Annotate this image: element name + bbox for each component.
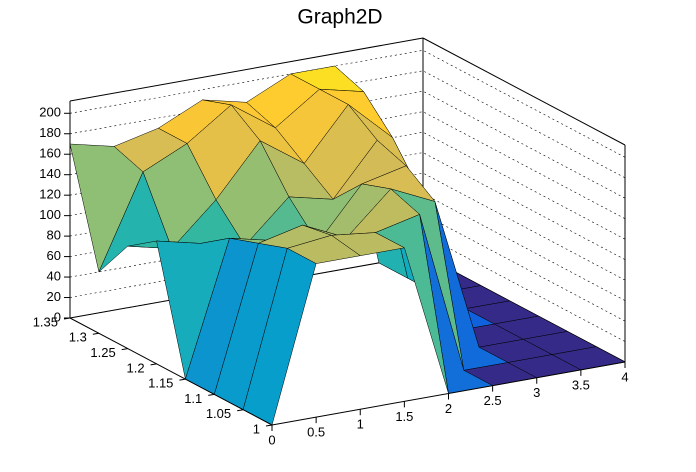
z-tick-label: 180 [39, 125, 61, 140]
x-tick-label: 4 [621, 369, 628, 384]
x-tick-label: 3 [533, 385, 540, 400]
z-tick-label: 120 [39, 187, 61, 202]
y-tick [63, 317, 71, 320]
x-tick-label: 0.5 [307, 425, 325, 440]
grid-line [69, 193, 626, 301]
y-tick-label: 1.2 [126, 360, 144, 375]
y-tick [208, 393, 215, 396]
z-tick-label: 20 [47, 289, 61, 304]
z-tick-label: 40 [47, 268, 61, 283]
z-tick-label: 60 [47, 248, 61, 263]
x-tick-label: 2 [445, 401, 452, 416]
y-tick [265, 424, 273, 427]
x-tick-label: 2.5 [484, 393, 502, 408]
y-tick-label: 1 [253, 421, 260, 436]
z-tick-label: 200 [39, 105, 61, 120]
y-tick-label: 1.05 [206, 406, 231, 421]
z-tick-label: 160 [39, 146, 61, 161]
grid-line [69, 234, 626, 342]
chart-title: Graph2D [297, 6, 382, 29]
grid-line [69, 49, 626, 158]
x-tick-label: 1.5 [395, 409, 413, 424]
z-tick-label: 140 [39, 166, 61, 181]
grid-line [69, 152, 626, 260]
box-edge [69, 317, 273, 426]
x-tick-label: 3.5 [572, 377, 590, 392]
y-tick-label: 1.1 [184, 391, 202, 406]
grid-line [69, 213, 626, 322]
grid-line [69, 70, 626, 179]
grid-line [69, 172, 626, 281]
y-tick [179, 378, 186, 381]
x-tick-label: 1 [357, 417, 364, 432]
z-tick-label: 100 [39, 207, 61, 222]
y-tick-label: 1.15 [148, 376, 173, 391]
grid-line [69, 111, 626, 219]
grid-line [69, 131, 626, 240]
y-tick [92, 332, 99, 335]
y-tick [150, 363, 157, 366]
y-tick [237, 409, 244, 412]
z-tick-label: 80 [47, 228, 61, 243]
box-edge [422, 37, 626, 146]
y-tick-label: 1.3 [69, 330, 87, 345]
grid-line [69, 90, 626, 199]
y-tick [121, 348, 128, 351]
y-tick-label: 1.25 [90, 345, 115, 360]
y-tick-label: 1.35 [33, 314, 58, 329]
x-tick-label: 0 [268, 432, 275, 447]
box-edge [69, 37, 424, 102]
z-tick-label: 0 [54, 309, 61, 324]
